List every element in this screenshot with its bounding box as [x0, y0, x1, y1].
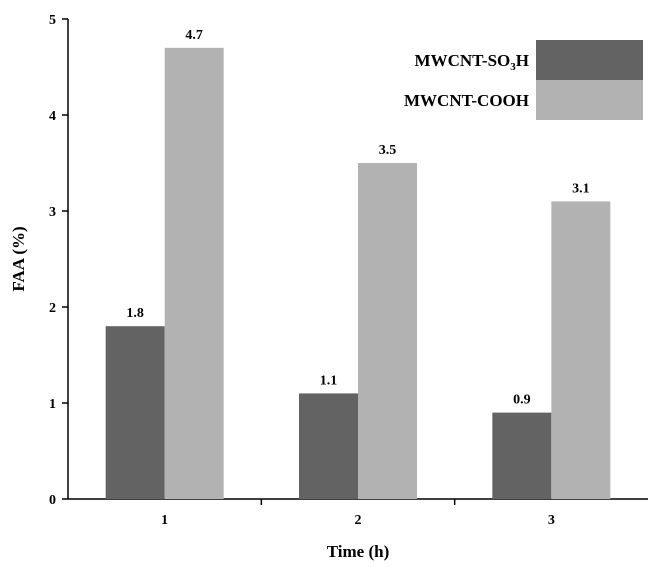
legend-label: MWCNT-SO3H — [415, 51, 529, 73]
legend-swatch — [536, 80, 643, 120]
bar-mwcnt-cooh-3 — [551, 201, 611, 499]
legend-label-main: MWCNT-COOH — [404, 91, 529, 110]
bars — [105, 47, 611, 500]
bar-mwcnt-cooh-2 — [358, 163, 417, 499]
legend-label: MWCNT-COOH — [404, 91, 529, 110]
y-tick-label: 5 — [49, 13, 56, 28]
bar-labels: 1.8 1.1 0.9 4.7 3.5 3.1 — [126, 28, 589, 408]
bar-value-label: 4.7 — [185, 28, 203, 43]
bar-value-label: 3.5 — [379, 143, 397, 158]
x-ticks: 1 2 3 — [161, 499, 555, 528]
bar-mwcnt-so3h-1 — [105, 326, 165, 499]
y-axis-title: FAA (%) — [9, 226, 28, 291]
bar-mwcnt-cooh-1 — [164, 47, 224, 500]
y-tick-label: 2 — [49, 301, 56, 316]
bar-mwcnt-so3h-3 — [492, 412, 552, 499]
bar-mwcnt-so3h-2 — [299, 393, 358, 499]
bar-value-label: 3.1 — [572, 181, 590, 196]
x-tick-label: 3 — [548, 513, 555, 528]
x-tick-label: 1 — [161, 513, 168, 528]
bar-value-label: 1.1 — [320, 373, 338, 388]
y-tick-label: 0 — [49, 493, 56, 508]
x-axis-title: Time (h) — [327, 542, 390, 561]
y-tick-label: 1 — [49, 397, 56, 412]
x-tick-label: 2 — [355, 513, 362, 528]
legend-label-main: MWCNT-SO — [415, 51, 511, 70]
legend-label-subscript: 3 — [510, 61, 516, 73]
y-tick-label: 3 — [49, 205, 56, 220]
bar-value-label: 1.8 — [126, 306, 144, 321]
legend-swatch — [536, 40, 643, 80]
legend: MWCNT-SO3H MWCNT-COOH — [404, 40, 643, 120]
y-tick-label: 4 — [49, 109, 56, 124]
bar-value-label: 0.9 — [513, 393, 531, 408]
legend-label-tail: H — [516, 51, 529, 70]
y-ticks: 0 1 2 3 4 5 — [49, 13, 68, 508]
